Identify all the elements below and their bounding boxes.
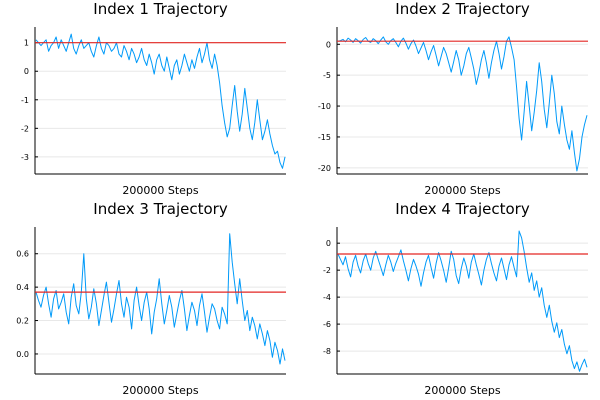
y-tick-label: -20	[318, 164, 331, 173]
chart-panel-1: 1 0 -1 -2 -3 Index 1 Trajectory 200000 Steps	[21, 0, 286, 197]
trajectory-series-line	[337, 36, 588, 172]
y-tick-label: 0	[326, 40, 331, 49]
y-tick-label: 0	[24, 67, 29, 76]
y-tick-label: -8	[323, 347, 331, 356]
y-tick-label: -10	[318, 102, 331, 111]
chart-panel-2: 0 -5 -10 -15 -20 Index 2 Trajectory 200000 Ste…	[318, 0, 588, 197]
chart-title: Index 3 Trajectory	[93, 200, 228, 218]
chart-title: Index 2 Trajectory	[395, 0, 530, 18]
trajectory-series-line	[35, 233, 286, 365]
y-tick-label: 0.6	[16, 250, 29, 259]
y-tick-label: 0.2	[16, 317, 29, 326]
y-tick-label: -2	[21, 124, 29, 133]
chart-panel-3: 0.0 0.2 0.4 0.6 Index 3 Trajectory 200000 Ste…	[16, 200, 286, 397]
y-tick-label: -2	[323, 266, 331, 275]
y-tick-label: 1	[24, 39, 29, 48]
y-tick-label: -15	[318, 133, 331, 142]
y-tick-label: 0.0	[16, 350, 29, 359]
y-tick-label: 0	[326, 239, 331, 248]
y-tick-label: -4	[323, 293, 331, 302]
chart-panel-4: 0 -2 -4 -6 -8 Index 4 Trajectory 200000 Steps	[323, 200, 588, 397]
x-axis-label: 200000 Steps	[424, 384, 501, 397]
x-axis-label: 200000 Steps	[122, 384, 199, 397]
y-tick-label: -6	[323, 320, 331, 329]
trajectory-series-line	[35, 33, 286, 169]
y-tick-label: -1	[21, 96, 29, 105]
chart-title: Index 4 Trajectory	[395, 200, 530, 218]
y-tick-label: -3	[21, 153, 29, 162]
x-axis-label: 200000 Steps	[424, 184, 501, 197]
x-axis-label: 200000 Steps	[122, 184, 199, 197]
y-tick-label: -5	[323, 71, 331, 80]
y-tick-label: 0.4	[16, 283, 29, 292]
chart-title: Index 1 Trajectory	[93, 0, 228, 18]
trajectory-series-line	[337, 230, 588, 372]
